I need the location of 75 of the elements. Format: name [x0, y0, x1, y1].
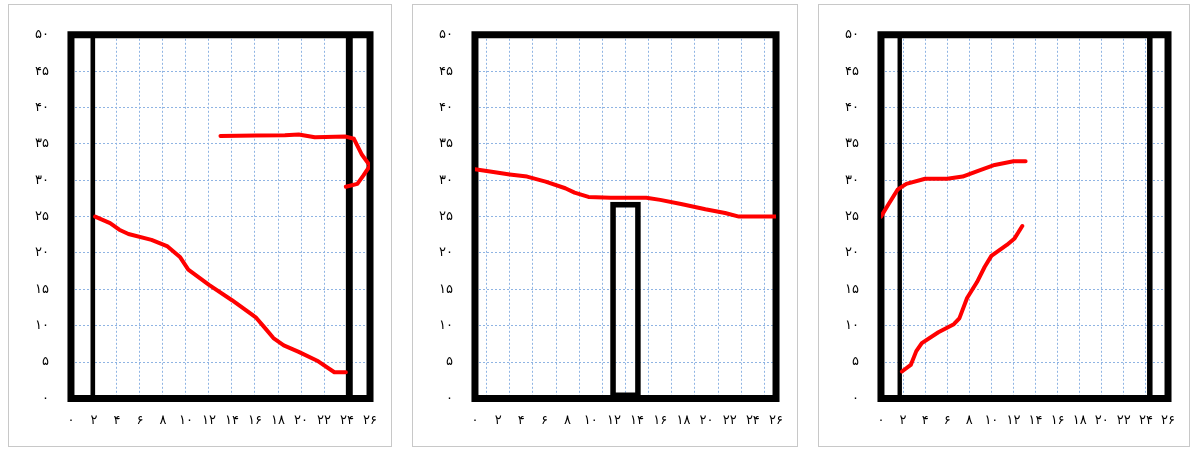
x-tick-label: ۱۰	[179, 411, 193, 427]
x-tick-label: ۴	[921, 411, 929, 427]
x-tick-label: ۲۰	[699, 411, 714, 427]
x-tick-label: ۲۶	[1161, 411, 1175, 427]
y-tick-label: ۵	[851, 353, 859, 369]
x-tick-label: ۲	[899, 411, 907, 427]
x-tick-label: ۱۶	[653, 411, 668, 427]
x-tick-label: ۶	[136, 411, 144, 427]
y-tick-label: ۳۰	[845, 171, 859, 187]
x-tick-label: ۴	[113, 411, 121, 427]
y-tick-label: ۱۵	[845, 280, 859, 296]
x-tick-label: ۲	[494, 411, 502, 427]
x-tick-label: ۰	[67, 411, 75, 427]
y-tick-label: ۵۰	[439, 26, 453, 42]
y-tick-label: ۲۵	[845, 207, 859, 223]
y-tick-label: ۵	[41, 353, 49, 369]
x-tick-label: ۲۶	[363, 411, 377, 427]
x-tick-label: ۱۲	[202, 411, 216, 427]
x-tick-label: ۰	[471, 411, 479, 427]
x-tick-label: ۱۲	[1006, 411, 1021, 427]
x-tick-label: ۱۶	[248, 411, 262, 427]
x-tick-label: ۱۰	[583, 411, 598, 427]
y-tick-label: ۳۵	[439, 135, 453, 151]
x-tick-label: ۰	[877, 411, 885, 427]
y-tick-label: ۴۵	[35, 62, 49, 78]
y-tick-label: ۴۰	[439, 98, 453, 114]
y-tick-label: ۳۰	[35, 171, 49, 187]
y-tick-label: ۴۵	[439, 62, 453, 78]
y-tick-label: ۳۵	[35, 135, 49, 151]
x-tick-label: ۲	[90, 411, 98, 427]
y-tick-label: ۲۰	[35, 244, 49, 260]
x-tick-label: ۲۲	[1116, 411, 1131, 427]
y-tick-label: ۳۰	[439, 171, 453, 187]
x-tick-label: ۱۴	[630, 411, 645, 427]
x-tick-label: ۸	[159, 411, 167, 427]
y-tick-label: ۲۵	[439, 207, 453, 223]
x-tick-label: ۸	[965, 411, 973, 427]
x-tick-label: ۶	[540, 411, 548, 427]
x-tick-label: ۱۶	[1050, 411, 1065, 427]
y-tick-label: ۰	[41, 389, 49, 405]
y-tick-label: ۵۰	[845, 26, 859, 42]
x-tick-label: ۲۲	[722, 411, 737, 427]
y-tick-label: ۴۵	[845, 62, 859, 78]
y-tick-label: ۱۵	[35, 280, 49, 296]
y-tick-label: ۳۵	[845, 135, 859, 151]
x-tick-label: ۱۸	[676, 411, 691, 427]
x-tick-label: ۴	[517, 411, 525, 427]
y-tick-label: ۵	[445, 353, 453, 369]
x-tick-label: ۲۰	[294, 411, 308, 427]
y-tick-label: ۲۵	[35, 207, 49, 223]
x-tick-label: ۱۸	[271, 411, 285, 427]
y-tick-label: ۵۰	[35, 26, 49, 42]
y-tick-label: ۰	[851, 389, 859, 405]
x-tick-label: ۱۰	[984, 411, 999, 427]
y-tick-label: ۱۰	[35, 317, 49, 333]
x-tick-label: ۱۸	[1072, 411, 1087, 427]
x-tick-label: ۲۴	[1138, 411, 1153, 427]
x-tick-label: ۱۲	[606, 411, 621, 427]
x-tick-label: ۱۴	[225, 411, 239, 427]
x-tick-label: ۸	[564, 411, 572, 427]
y-tick-label: ۱۵	[439, 280, 453, 296]
y-tick-label: ۴۰	[845, 98, 859, 114]
y-tick-label: ۲۰	[439, 244, 453, 260]
y-tick-label: ۱۰	[845, 317, 859, 333]
y-tick-label: ۰	[445, 389, 453, 405]
y-tick-label: ۱۰	[439, 317, 453, 333]
x-tick-label: ۱۴	[1028, 411, 1043, 427]
x-tick-label: ۲۶	[769, 411, 783, 427]
x-tick-label: ۲۲	[317, 411, 332, 427]
x-tick-label: ۲۰	[1094, 411, 1109, 427]
y-tick-label: ۴۰	[35, 98, 49, 114]
x-tick-label: ۶	[943, 411, 951, 427]
y-tick-label: ۲۰	[845, 244, 859, 260]
x-tick-label: ۲۴	[340, 411, 355, 427]
x-tick-label: ۲۴	[745, 411, 760, 427]
